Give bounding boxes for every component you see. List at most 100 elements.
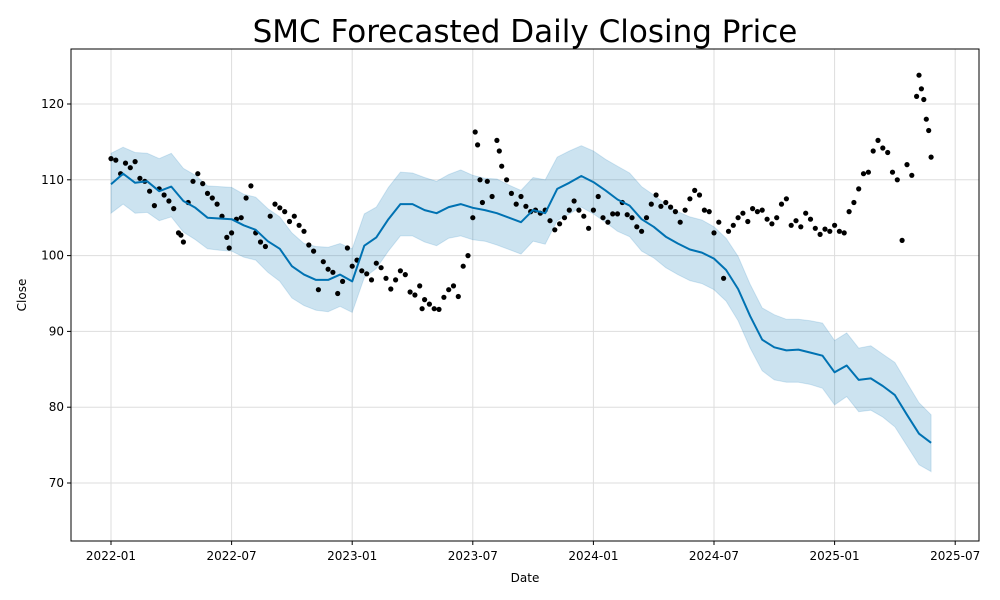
observed-point [914, 93, 920, 99]
observed-point [209, 195, 215, 201]
observed-point [875, 137, 881, 143]
observed-point [475, 142, 481, 148]
y-tick-label: 90 [49, 324, 64, 338]
observed-point [178, 232, 184, 238]
observed-point [581, 213, 587, 219]
observed-point [219, 213, 225, 219]
observed-point [822, 226, 828, 232]
observed-point [812, 225, 818, 231]
observed-point [311, 248, 317, 254]
observed-point [648, 201, 654, 207]
observed-point [856, 186, 862, 192]
observed-point [894, 177, 900, 183]
grid [71, 49, 979, 541]
x-tick-label: 2023-07 [448, 549, 498, 563]
uncertainty-band [110, 145, 932, 473]
x-tick-label: 2024-01 [568, 549, 618, 563]
x-tick-label: 2022-01 [86, 549, 136, 563]
observed-point [137, 175, 143, 181]
observed-point [672, 209, 679, 215]
observed-point [472, 129, 478, 135]
observed-point [725, 228, 732, 234]
x-tick-label: 2025-01 [810, 549, 860, 563]
observed-point [282, 209, 288, 215]
observed-point [916, 72, 922, 78]
observed-point [460, 263, 466, 269]
observed-point [827, 228, 833, 234]
observed-point [320, 259, 326, 265]
observed-point [450, 283, 457, 289]
observed-point [446, 287, 452, 293]
observed-point [383, 275, 389, 281]
observed-point [783, 196, 790, 202]
plot-frame [70, 48, 980, 542]
observed-point [721, 275, 727, 281]
observed-point [224, 234, 230, 240]
observed-point [504, 177, 510, 183]
observed-point [807, 216, 814, 222]
y-tick-label: 70 [49, 476, 64, 490]
observed-point [909, 172, 915, 178]
observed-point [576, 207, 582, 213]
observed-point [803, 210, 809, 216]
observed-point [928, 154, 934, 160]
observed-point [190, 178, 196, 184]
observed-point [306, 242, 312, 248]
observed-point [788, 222, 794, 228]
observed-point [122, 160, 129, 166]
observed-point [682, 207, 688, 213]
forecast-line [110, 172, 932, 444]
observed-point [393, 277, 399, 283]
observed-point [180, 239, 186, 245]
observed-point [841, 230, 847, 236]
observed-point [325, 266, 331, 272]
observed-point [412, 292, 418, 298]
observed-point [769, 221, 775, 227]
observed-point [586, 225, 592, 231]
observed-point [696, 192, 703, 198]
observed-point [161, 192, 167, 198]
observed-point [706, 209, 712, 215]
observed-point [643, 215, 650, 221]
observed-point [113, 157, 119, 163]
x-tick-label: 2024-07 [689, 549, 739, 563]
chart-title: SMC Forecasted Daily Closing Price [253, 14, 798, 50]
observed-point [127, 165, 133, 171]
observed-point [860, 171, 867, 177]
observed-point [422, 297, 428, 303]
observed-point [455, 293, 461, 300]
observed-point [407, 289, 413, 295]
observed-point [750, 206, 756, 212]
observed-point [605, 219, 611, 225]
observed-point [740, 210, 746, 216]
observed-point [774, 215, 780, 221]
observed-point [634, 224, 640, 230]
observed-point [798, 224, 804, 230]
observed-point [470, 215, 476, 221]
observed-point [832, 222, 838, 228]
observed-point [653, 192, 659, 198]
y-tick-label: 120 [41, 97, 64, 111]
observed-point [108, 156, 114, 162]
observed-point [846, 209, 852, 215]
x-axis-label: Date [511, 571, 540, 585]
observed-point [226, 245, 232, 251]
forecast-line-layer [110, 172, 932, 444]
observed-point [484, 178, 490, 184]
observed-point [571, 198, 577, 204]
observed-point [214, 201, 220, 207]
observed-point [195, 171, 201, 177]
observed-point [610, 211, 616, 217]
observed-point [865, 169, 872, 175]
observed-point [496, 148, 502, 154]
observed-point [132, 159, 138, 165]
observed-point [267, 213, 273, 219]
observed-point [513, 201, 519, 207]
observed-point [402, 272, 408, 278]
observed-point [745, 218, 751, 225]
observed-point [687, 196, 693, 202]
x-tick-label: 2022-07 [207, 549, 257, 563]
observed-point [291, 213, 297, 219]
observed-point [677, 219, 683, 225]
observed-point [499, 163, 505, 169]
